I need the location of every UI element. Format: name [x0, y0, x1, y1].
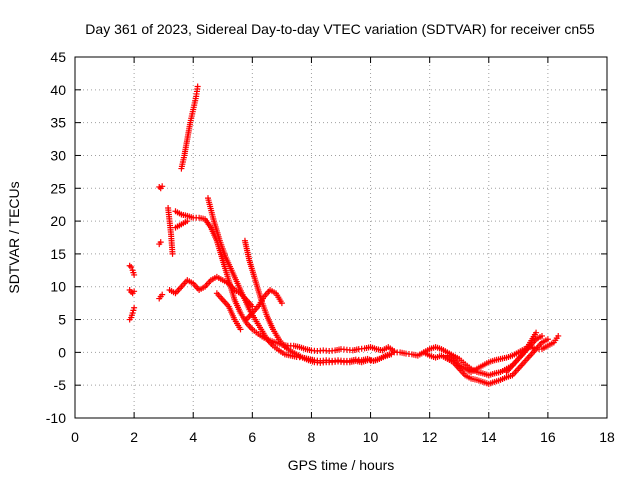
data-point	[194, 83, 201, 90]
x-tick-label: 10	[363, 429, 379, 445]
data-point	[131, 271, 138, 278]
data-point	[538, 332, 545, 339]
y-tick-label: -10	[46, 410, 66, 426]
data-point	[130, 307, 137, 314]
x-tick-label: 2	[130, 429, 138, 445]
y-tick-label: 15	[50, 246, 66, 262]
data-point	[544, 336, 551, 343]
data-point	[156, 183, 163, 190]
y-tick-labels: -10 -5 0 5 10 15 20 25 30 35 40 45	[46, 49, 66, 426]
x-tick-labels: 0 2 4 6 8 10 12 14 16 18	[71, 429, 615, 445]
y-tick-label: 35	[50, 115, 66, 131]
data-point	[169, 250, 176, 257]
data-point	[157, 239, 164, 246]
y-tick-label: 20	[50, 213, 66, 229]
x-tick-label: 4	[189, 429, 197, 445]
data-point	[131, 304, 138, 311]
y-tick-label: -5	[54, 377, 67, 393]
data-points	[126, 83, 562, 387]
data-point	[278, 300, 285, 307]
y-axis-label: SDTVAR / TECUs	[6, 181, 22, 293]
plot-frame	[74, 56, 608, 419]
x-tick-label: 6	[248, 429, 256, 445]
data-point	[555, 332, 562, 339]
y-tick-label: 30	[50, 147, 66, 163]
y-tick-label: 0	[58, 344, 66, 360]
x-tick-label: 0	[71, 429, 79, 445]
y-tick-label: 40	[50, 82, 66, 98]
y-tick-label: 25	[50, 180, 66, 196]
x-tick-label: 16	[540, 429, 556, 445]
data-point	[129, 309, 136, 316]
data-point	[128, 264, 135, 271]
data-point	[126, 262, 133, 269]
x-tick-label: 8	[308, 429, 316, 445]
x-tick-label: 12	[422, 429, 438, 445]
chart-title: Day 361 of 2023, Sidereal Day-to-day VTE…	[85, 21, 595, 37]
axis-ticks	[74, 56, 608, 419]
data-point	[533, 329, 540, 336]
data-point	[237, 326, 244, 333]
data-point	[131, 288, 138, 295]
data-point	[159, 291, 166, 298]
x-axis-label: GPS time / hours	[288, 457, 395, 473]
x-tick-label: 18	[599, 429, 615, 445]
data-point	[159, 183, 166, 190]
x-tick-label: 14	[481, 429, 497, 445]
y-tick-label: 10	[50, 279, 66, 295]
y-tick-label: 45	[50, 49, 66, 65]
data-point	[184, 218, 191, 225]
y-tick-label: 5	[58, 312, 66, 328]
